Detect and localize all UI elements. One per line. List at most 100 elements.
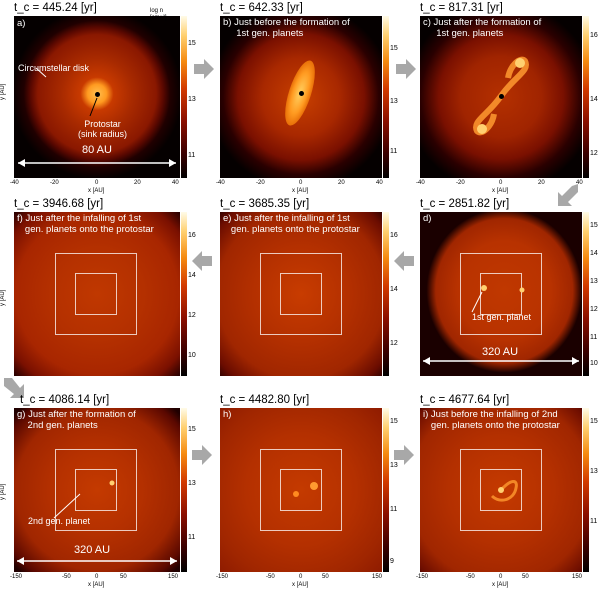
x-tick: 20: [338, 180, 345, 186]
x-tick: -50: [466, 574, 475, 580]
caption: c) Just after the formation of 1st gen. …: [423, 17, 542, 39]
zoom-box-inner: [75, 469, 117, 511]
caption: f) Just after the infalling of 1st gen. …: [17, 213, 154, 235]
zoom-box-outer: [260, 449, 342, 531]
cbar-tick: 13: [590, 278, 598, 285]
caption: a): [17, 18, 26, 29]
x-tick: -20: [50, 180, 59, 186]
x-tick: 0: [499, 180, 503, 186]
zoom-box-inner: [280, 469, 322, 511]
density-map: h): [220, 408, 382, 572]
x-tick: 0: [95, 180, 99, 186]
colorbar: [583, 212, 589, 376]
cbar-tick: 11: [590, 518, 598, 525]
scale-arrow: [17, 480, 177, 565]
time-label: t_c = 817.31 [yr]: [420, 2, 503, 14]
zoom-box-outer: [55, 449, 137, 531]
x-tick: -20: [456, 180, 465, 186]
x-axis-label: x [AU]: [492, 188, 509, 194]
protostar-label: Protostar (sink radius): [78, 119, 128, 139]
flow-arrow: [4, 378, 24, 398]
x-axis-label: x [AU]: [492, 582, 509, 588]
cbar-tick: 13: [188, 96, 196, 103]
cbar-tick: 11: [390, 506, 398, 513]
cbar-tick: 15: [188, 40, 196, 47]
density-map: d) 1st gen. planet 320 AU: [420, 212, 582, 376]
colorbar: [181, 16, 187, 178]
colorbar: [383, 16, 389, 178]
colorbar: [383, 212, 389, 376]
zoom-box-outer: [55, 253, 137, 335]
caption: i) Just before the infalling of 2nd gen.…: [423, 409, 560, 431]
cbar-tick: 12: [390, 340, 398, 347]
x-tick: 0: [299, 574, 303, 580]
colorbar: [583, 16, 589, 178]
x-tick: 20: [134, 180, 141, 186]
cbar-tick: 15: [590, 222, 598, 229]
cbar-tick: 11: [590, 334, 598, 341]
cbar-tick: 13: [188, 480, 196, 487]
x-tick: 40: [376, 180, 383, 186]
x-tick: -20: [256, 180, 265, 186]
cbar-tick: 14: [590, 250, 598, 257]
cbar-tick: 15: [590, 418, 598, 425]
time-label: t_c = 3685.35 [yr]: [220, 198, 310, 210]
zoom-box-outer: [460, 449, 542, 531]
cbar-tick: 12: [590, 306, 598, 313]
colorbar: [383, 408, 389, 572]
x-axis-label: x [AU]: [88, 582, 105, 588]
x-axis-label: x [AU]: [292, 188, 309, 194]
spiral-arms: [473, 56, 529, 136]
y-axis-label: y [AU]: [0, 289, 6, 306]
cbar-tick: 14: [390, 286, 398, 293]
cbar-unit: log n [cm⁻³]: [150, 8, 167, 21]
x-tick: 150: [372, 574, 383, 580]
flow-arrow: [192, 251, 212, 271]
disk-label: Circumstellar disk: [18, 63, 90, 73]
protostar-dot: [299, 91, 304, 96]
planet-label: 1st gen. planet: [472, 312, 532, 322]
colorbar: [583, 408, 589, 572]
cbar-tick: 10: [590, 360, 598, 367]
spiral-arms: [490, 480, 518, 502]
x-tick: 50: [322, 574, 329, 580]
caption: g) Just after the formation of 2nd gen. …: [17, 409, 136, 431]
scale-label: 320 AU: [482, 346, 519, 358]
x-tick: -40: [216, 180, 225, 186]
time-label: t_c = 2851.82 [yr]: [420, 198, 510, 210]
density-map: e) Just after the infalling of 1st gen. …: [220, 212, 382, 376]
scale-arrow: [423, 285, 579, 365]
x-tick: -150: [416, 574, 429, 580]
x-tick: 0: [95, 574, 99, 580]
cbar-tick: 14: [188, 272, 196, 279]
cbar-tick: 12: [188, 312, 196, 319]
x-tick: -150: [10, 574, 23, 580]
caption: b) Just before the formation of 1st gen.…: [223, 17, 350, 39]
x-tick: -50: [62, 574, 71, 580]
time-label: t_c = 4482.80 [yr]: [220, 394, 310, 406]
x-tick: -50: [266, 574, 275, 580]
cbar-tick: 11: [188, 534, 196, 541]
zoom-box-outer: [460, 253, 542, 335]
planets: [293, 482, 318, 497]
flow-arrow: [396, 59, 416, 79]
caption: h): [223, 409, 232, 420]
x-tick: -40: [416, 180, 425, 186]
protostar-dot: [499, 94, 504, 99]
caption: e) Just after the infalling of 1st gen. …: [223, 213, 360, 235]
cbar-tick: 15: [390, 45, 398, 52]
density-map: a) Circumstellar disk Protostar (sink ra…: [14, 16, 180, 178]
time-label: t_c = 445.24 [yr]: [14, 2, 97, 14]
cbar-tick: 13: [390, 98, 398, 105]
cbar-tick: 10: [188, 352, 196, 359]
x-tick: 50: [522, 574, 529, 580]
flow-arrow: [558, 184, 578, 206]
cbar-tick: 12: [590, 150, 598, 157]
x-tick: 0: [299, 180, 303, 186]
flow-arrow: [194, 59, 214, 79]
x-axis-label: x [AU]: [292, 582, 309, 588]
zoom-box-inner: [75, 273, 117, 315]
protostar-dot: [95, 92, 100, 97]
density-map: i) Just before the infalling of 2nd gen.…: [420, 408, 582, 572]
cbar-tick: 14: [590, 96, 598, 103]
